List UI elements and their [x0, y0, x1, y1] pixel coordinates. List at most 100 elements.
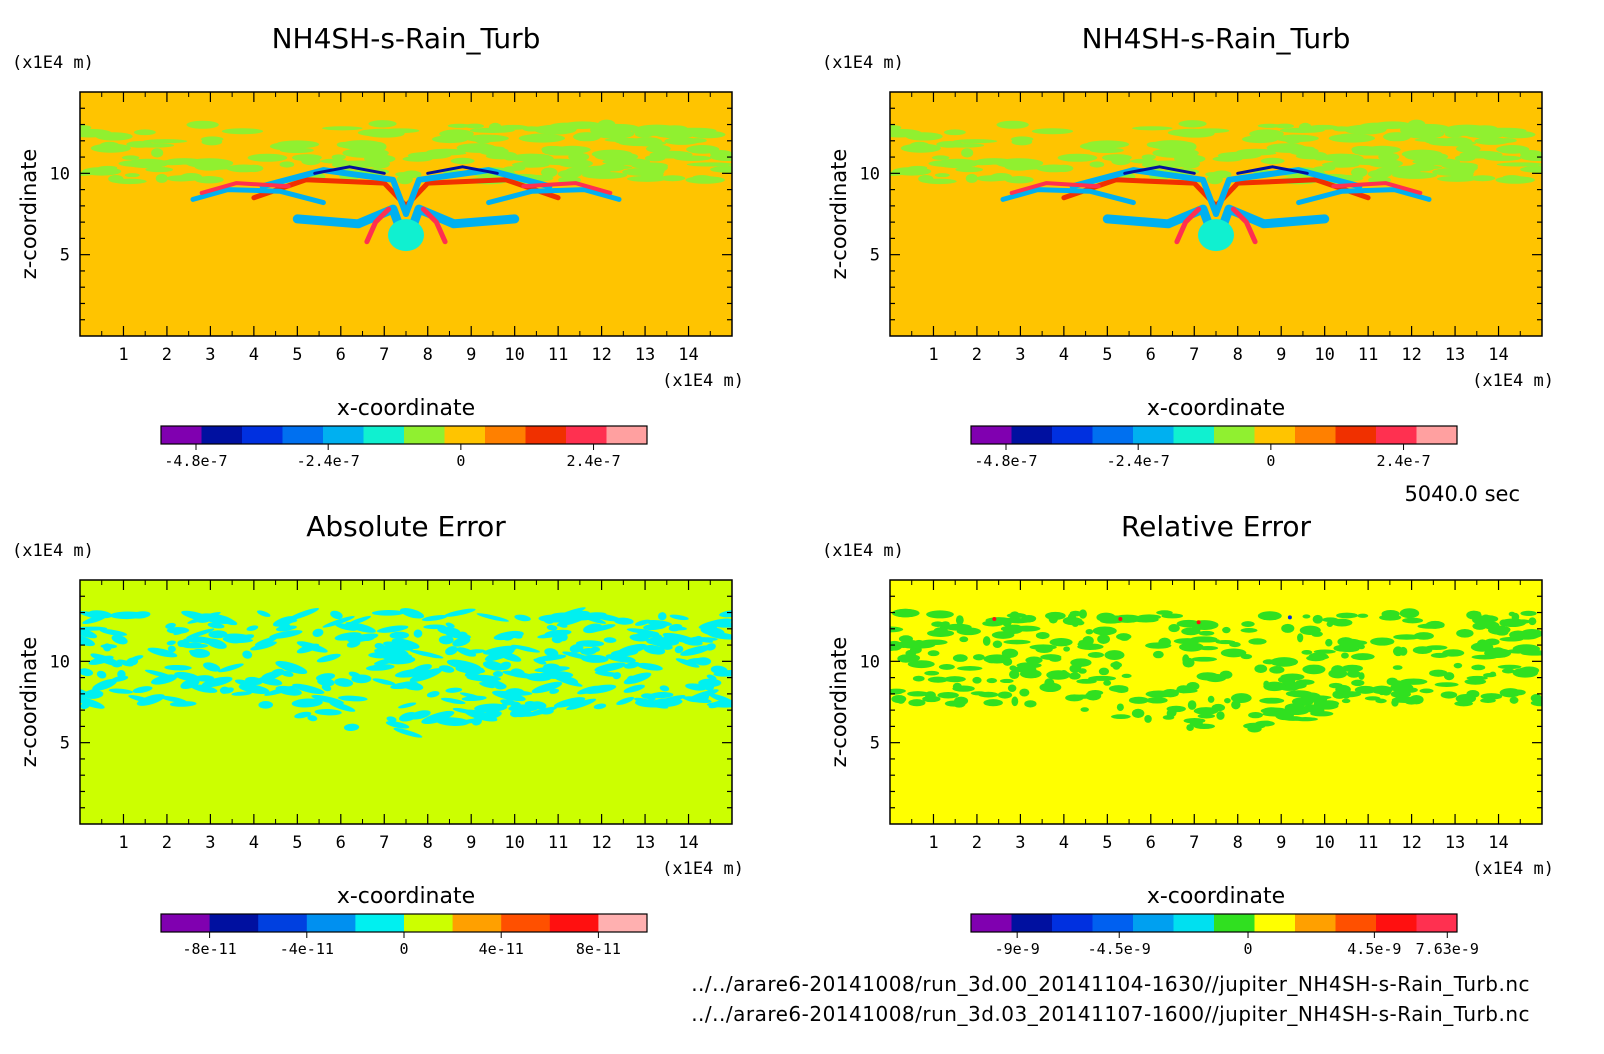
error-blob — [920, 639, 948, 646]
error-blob — [1168, 624, 1180, 633]
error-blob — [924, 670, 940, 676]
error-blob — [426, 691, 440, 698]
plume-arc — [1230, 206, 1258, 245]
error-blob — [256, 610, 271, 617]
y-tick-label: 10 — [50, 652, 70, 672]
turbulent-band-blob — [368, 120, 397, 128]
error-blob — [438, 665, 455, 673]
error-blob — [1114, 686, 1129, 694]
error-blob — [1508, 611, 1516, 617]
turbulent-band-blob — [1153, 161, 1166, 166]
error-blob — [1097, 634, 1110, 644]
colorbar-swatch — [1052, 426, 1093, 444]
x-tick-label: 8 — [423, 345, 433, 365]
colorbar-tick-label: -2.4e-7 — [297, 452, 360, 470]
colorbar-swatch — [1011, 914, 1053, 932]
turbulent-band-blob — [336, 141, 351, 148]
x-tick-label: 1 — [118, 345, 128, 365]
error-blob — [1269, 666, 1285, 674]
turbulent-band-blob — [519, 153, 554, 164]
error-blob — [111, 634, 128, 645]
colorbar-swatch — [404, 426, 445, 444]
colorbar-tick-label: 0 — [1244, 940, 1253, 958]
error-blob — [1241, 621, 1255, 627]
colorbar-swatch — [549, 914, 599, 932]
x-unit-label: (x1E4 m) — [1472, 859, 1554, 879]
error-blob — [1104, 650, 1125, 660]
error-blob — [231, 691, 252, 696]
error-blob — [330, 610, 343, 620]
x-tick-label: 14 — [678, 833, 698, 853]
error-blob — [1512, 644, 1541, 654]
error-blob — [674, 645, 684, 654]
turbulent-band-blob — [594, 128, 635, 139]
error-blob — [466, 649, 486, 654]
error-blob — [636, 662, 663, 671]
error-blob — [1204, 673, 1218, 679]
turbulent-band-blob — [1131, 126, 1173, 131]
turbulent-band-blob — [135, 143, 175, 148]
error-blob — [952, 699, 966, 708]
colorbar-swatch — [1295, 426, 1336, 444]
error-blob — [1440, 691, 1458, 699]
error-blob — [1183, 717, 1206, 724]
turbulent-band-blob — [1498, 138, 1517, 143]
error-blob — [1240, 628, 1258, 633]
error-blob — [514, 614, 531, 622]
turbulent-band-blob — [331, 154, 346, 160]
x-tick-label: 1 — [928, 833, 938, 853]
turbulent-band-blob — [634, 130, 655, 138]
error-blob — [242, 650, 253, 659]
turbulent-band-blob — [1352, 147, 1387, 156]
error-blob — [544, 648, 559, 657]
error-blob — [1274, 710, 1294, 721]
turbulent-band-blob — [275, 140, 320, 149]
error-blob — [1103, 680, 1112, 686]
error-blob — [459, 692, 484, 700]
error-blob — [316, 653, 341, 663]
error-blob — [1080, 707, 1089, 712]
colorbar-tick-label: -4.8e-7 — [164, 452, 227, 470]
turbulent-band-blob — [1350, 167, 1368, 178]
error-blob — [645, 619, 672, 627]
error-blob — [1502, 668, 1515, 674]
error-blob — [117, 670, 126, 679]
colorbar-swatch — [606, 426, 648, 444]
plume-arc — [426, 165, 499, 175]
error-blob — [927, 676, 949, 683]
error-blob — [999, 678, 1014, 684]
error-blob — [1069, 617, 1083, 626]
turbulent-band-blob — [1212, 156, 1243, 162]
error-blob — [1480, 698, 1496, 704]
error-blob — [1341, 698, 1351, 704]
error-blob — [389, 631, 410, 640]
plume-arc — [1331, 181, 1423, 195]
error-blob — [646, 637, 680, 647]
colorbar-swatch — [1416, 426, 1458, 444]
x-unit-label: (x1E4 m) — [1472, 371, 1554, 391]
error-extreme-point — [1196, 620, 1201, 625]
error-blob — [275, 660, 308, 675]
turbulent-band-blob — [402, 156, 433, 162]
colorbar-swatch — [161, 426, 202, 444]
error-blob — [1499, 636, 1524, 642]
turbulent-band-blob — [1260, 157, 1285, 165]
error-blob — [1069, 664, 1082, 673]
error-blob — [581, 654, 609, 663]
error-blob — [1280, 673, 1305, 681]
turbulent-band-blob — [1470, 175, 1496, 182]
error-blob — [1002, 657, 1013, 666]
x-tick-label: 13 — [635, 345, 655, 365]
error-blob — [1076, 678, 1097, 684]
turbulent-band-blob — [945, 143, 985, 148]
error-blob — [201, 676, 233, 688]
colorbar-swatch — [452, 914, 502, 932]
turbulent-band-blob — [143, 139, 188, 144]
field-layer — [890, 119, 1542, 252]
error-blob — [132, 686, 153, 694]
colorbar-tick-label: 4.5e-9 — [1347, 940, 1401, 958]
error-blob — [1263, 707, 1279, 713]
y-tick-label: 5 — [870, 734, 880, 754]
error-blob — [1068, 694, 1097, 699]
error-blob — [546, 624, 558, 631]
